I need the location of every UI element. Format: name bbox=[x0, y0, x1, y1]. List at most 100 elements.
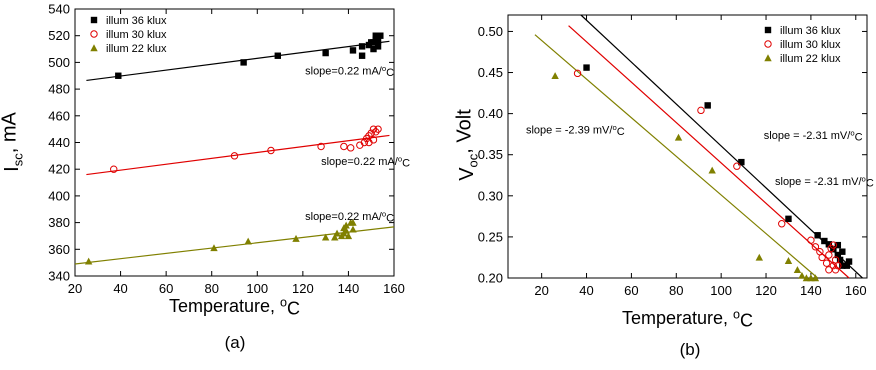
data-point bbox=[845, 258, 853, 265]
data-point bbox=[115, 72, 122, 79]
data-point bbox=[240, 59, 247, 66]
y-tick-label: 420 bbox=[48, 162, 70, 177]
legend-marker bbox=[90, 30, 98, 38]
data-point bbox=[814, 232, 821, 239]
data-point bbox=[349, 47, 357, 54]
data-point bbox=[825, 241, 833, 248]
data-point bbox=[829, 241, 838, 249]
data-point bbox=[321, 233, 330, 241]
x-tick-label: 60 bbox=[159, 281, 173, 296]
legend: illum 36 klux illum 30 klux illum 22 klux bbox=[764, 25, 841, 65]
data-point bbox=[333, 229, 341, 237]
y-tick-label: 0.25 bbox=[478, 229, 503, 244]
data-point bbox=[785, 215, 792, 223]
panel-caption: (a) bbox=[225, 333, 246, 352]
y-tick-label: 0.30 bbox=[478, 188, 503, 203]
data-point bbox=[755, 253, 763, 261]
slope-annotation: slope = -2.39 mV/oC bbox=[526, 123, 625, 138]
panel-b: 20 40 60 80 100 120 140 160 0.20 0.25 0.30 0.35 0.40… bbox=[454, 14, 874, 359]
slope-annotation: slope=0.22 mA/oC bbox=[305, 64, 394, 79]
x-tick-label: 40 bbox=[579, 283, 593, 298]
data-point bbox=[358, 52, 366, 59]
data-point bbox=[370, 45, 377, 53]
data-point bbox=[831, 266, 840, 274]
x-tick-label: 140 bbox=[800, 283, 822, 298]
slope-annotation: slope = -2.31 mV/oC bbox=[764, 129, 863, 144]
x-tick-label: 120 bbox=[755, 283, 777, 298]
data-point bbox=[834, 261, 842, 270]
y-tick-label: 360 bbox=[48, 242, 70, 257]
legend-marker bbox=[764, 54, 772, 62]
data-point bbox=[573, 69, 582, 78]
legend-label: illum 36 klux bbox=[780, 25, 841, 37]
legend-marker bbox=[90, 44, 98, 52]
data-point bbox=[822, 259, 831, 267]
legend-label: illum 30 klux bbox=[106, 29, 167, 41]
data-point bbox=[793, 266, 802, 273]
data-point bbox=[674, 133, 683, 141]
slope-annotation: slope=0.22 mA/oC bbox=[305, 209, 394, 224]
data-point bbox=[839, 248, 846, 255]
data-point bbox=[342, 221, 350, 229]
data-point bbox=[830, 246, 837, 253]
legend-label: illum 22 klux bbox=[780, 53, 841, 65]
y-tick-label: 340 bbox=[48, 269, 70, 284]
data-point bbox=[360, 138, 369, 147]
data-point bbox=[843, 262, 851, 269]
data-point bbox=[825, 251, 833, 259]
legend: illum 36 klux illum 30 klux illum 22 klux bbox=[90, 15, 167, 55]
x-tick-label: 80 bbox=[204, 281, 218, 296]
data-point bbox=[733, 162, 741, 170]
y-tick-label: 0.20 bbox=[478, 271, 503, 286]
data-point bbox=[340, 142, 348, 151]
data-point bbox=[836, 256, 844, 264]
data-point bbox=[267, 146, 275, 155]
data-point bbox=[244, 237, 252, 245]
data-point bbox=[230, 152, 239, 160]
x-tick-label: 80 bbox=[669, 283, 683, 298]
x-tick-label: 20 bbox=[68, 281, 82, 296]
data-point bbox=[839, 262, 846, 269]
data-point bbox=[811, 274, 820, 282]
x-axis-label: Temperature, oC bbox=[169, 295, 300, 318]
data-point bbox=[322, 49, 329, 57]
data-point bbox=[374, 43, 382, 50]
y-tick-label: 440 bbox=[48, 135, 70, 150]
data-point bbox=[317, 142, 325, 151]
x-tick-label: 20 bbox=[534, 283, 548, 298]
data-point bbox=[377, 32, 384, 39]
y-tick-label: 0.35 bbox=[478, 147, 503, 162]
data-point bbox=[349, 225, 357, 233]
y-axis-label: Voc, Volt bbox=[454, 109, 481, 181]
y-tick-label: 460 bbox=[48, 108, 70, 123]
data-point bbox=[374, 125, 382, 133]
data-point bbox=[551, 72, 559, 80]
data-point bbox=[210, 244, 218, 252]
y-tick-label: 0.45 bbox=[478, 65, 503, 80]
fit-line bbox=[86, 40, 390, 82]
y-tick-label: 400 bbox=[48, 188, 70, 203]
data-point bbox=[274, 52, 281, 59]
y-axis-label: Isc, mA bbox=[0, 112, 26, 172]
data-point bbox=[834, 241, 842, 249]
data-point bbox=[347, 144, 355, 152]
data-point bbox=[292, 234, 300, 242]
data-point bbox=[784, 257, 793, 264]
legend-label: illum 36 klux bbox=[106, 15, 167, 27]
data-point bbox=[372, 32, 379, 39]
data-point bbox=[367, 129, 375, 137]
x-tick-label: 100 bbox=[710, 283, 732, 298]
data-point bbox=[349, 218, 357, 226]
legend-label: illum 30 klux bbox=[780, 39, 841, 51]
panel-caption: (b) bbox=[680, 340, 701, 359]
fit-line bbox=[568, 25, 850, 279]
data-point bbox=[807, 236, 815, 244]
legend-marker bbox=[764, 40, 772, 48]
x-tick-label: 100 bbox=[246, 281, 268, 296]
data-point bbox=[344, 232, 353, 240]
slope-annotation: slope = -2.31 mV/oC bbox=[775, 175, 874, 190]
fit-line bbox=[534, 34, 819, 279]
y-tick-label: 480 bbox=[48, 82, 70, 97]
